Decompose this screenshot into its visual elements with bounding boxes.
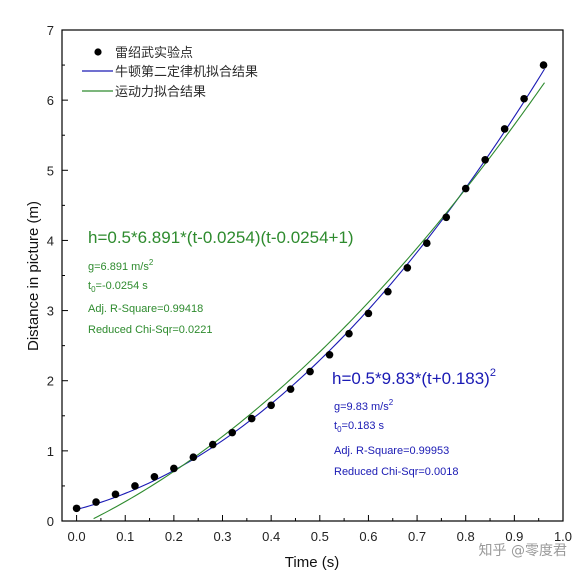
y-tick-label: 7: [47, 23, 54, 38]
x-tick-label: 0.7: [408, 529, 426, 544]
plot-frame: [61, 29, 564, 522]
data-point: [170, 464, 178, 473]
data-point: [267, 401, 275, 410]
data-point: [442, 213, 451, 222]
kinematic-fit-annotation: h=0.5*6.891*(t-0.0254)(t-0.0254+1) g=6.8…: [88, 228, 354, 336]
newton-fit-annotation: h=0.5*9.83*(t+0.183)2 g=9.83 m/s2 t0=0.1…: [332, 367, 496, 478]
data-point: [520, 94, 528, 103]
data-point: [286, 385, 295, 393]
data-point: [500, 125, 509, 133]
data-point: [208, 440, 217, 449]
data-point: [423, 239, 431, 248]
data-point: [131, 482, 139, 490]
legend-label-points: 雷绍武实验点: [115, 45, 193, 61]
newton-r-square: Adj. R-Square=0.99953: [334, 445, 449, 457]
x-tick-label: 0.1: [116, 529, 134, 544]
x-axis-title: Time (s): [285, 554, 339, 571]
kinematic-g: g=6.891 m/s2: [88, 258, 154, 273]
y-axis-ticks: 0 1 2 3 4 5 6 7: [47, 23, 68, 529]
x-tick-label: 0.4: [262, 529, 280, 544]
y-tick-label: 4: [47, 233, 54, 248]
data-points: [72, 61, 548, 513]
x-tick-label: 1.0: [554, 529, 572, 544]
y-tick-label: 3: [47, 304, 54, 319]
data-point: [306, 367, 314, 376]
watermark: 知乎 @零度君: [479, 542, 567, 559]
data-point: [345, 329, 353, 338]
y-tick-label: 5: [47, 163, 54, 178]
data-point: [539, 61, 548, 69]
legend-label-newton: 牛顿第二定律机拟合结果: [115, 65, 258, 80]
x-tick-label: 0.8: [457, 529, 475, 544]
data-point: [92, 498, 100, 506]
data-point: [481, 155, 489, 164]
data-point: [150, 473, 159, 481]
y-tick-label: 1: [47, 444, 54, 459]
data-point: [325, 350, 334, 359]
newton-chi-sqr: Reduced Chi-Sqr=0.0018: [334, 466, 458, 478]
kinematic-chi-sqr: Reduced Chi-Sqr=0.0221: [88, 324, 212, 336]
data-point: [384, 287, 392, 296]
y-axis-title: Distance in picture (m): [25, 201, 42, 351]
data-point: [364, 309, 373, 318]
y-tick-label: 6: [47, 93, 54, 108]
newton-g: g=9.83 m/s2: [334, 398, 394, 413]
data-point: [247, 414, 256, 423]
data-point: [228, 428, 237, 437]
legend-label-kinematic: 运动力拟合结果: [115, 85, 206, 100]
x-tick-label: 0.3: [213, 529, 231, 544]
x-axis-ticks: 0.0 0.1 0.2 0.3 0.4 0.5 0.6 0.7 0.8 0.9 1.0: [68, 515, 572, 544]
kinematic-r-square: Adj. R-Square=0.99418: [88, 303, 203, 315]
y-tick-label: 0: [47, 514, 54, 529]
newton-equation: h=0.5*9.83*(t+0.183)2: [332, 367, 496, 388]
kinematic-equation: h=0.5*6.891*(t-0.0254)(t-0.0254+1): [88, 228, 354, 247]
data-point: [461, 184, 470, 193]
x-tick-label: 0.6: [359, 529, 377, 544]
data-point: [72, 504, 81, 513]
x-tick-label: 0.0: [68, 529, 86, 544]
x-tick-label: 0.2: [165, 529, 183, 544]
legend: 雷绍武实验点 牛顿第二定律机拟合结果 运动力拟合结果: [82, 45, 258, 100]
kinematic-fit-line: [93, 82, 545, 520]
data-point: [189, 453, 198, 461]
data-point: [111, 490, 120, 499]
y-tick-label: 2: [47, 374, 54, 389]
newton-t0: t0=0.183 s: [334, 420, 385, 434]
kinematic-t0: t0=-0.0254 s: [88, 280, 148, 294]
data-point: [403, 263, 412, 272]
x-tick-label: 0.9: [505, 529, 523, 544]
legend-scatter-marker: [94, 48, 102, 56]
x-tick-label: 0.5: [311, 529, 329, 544]
